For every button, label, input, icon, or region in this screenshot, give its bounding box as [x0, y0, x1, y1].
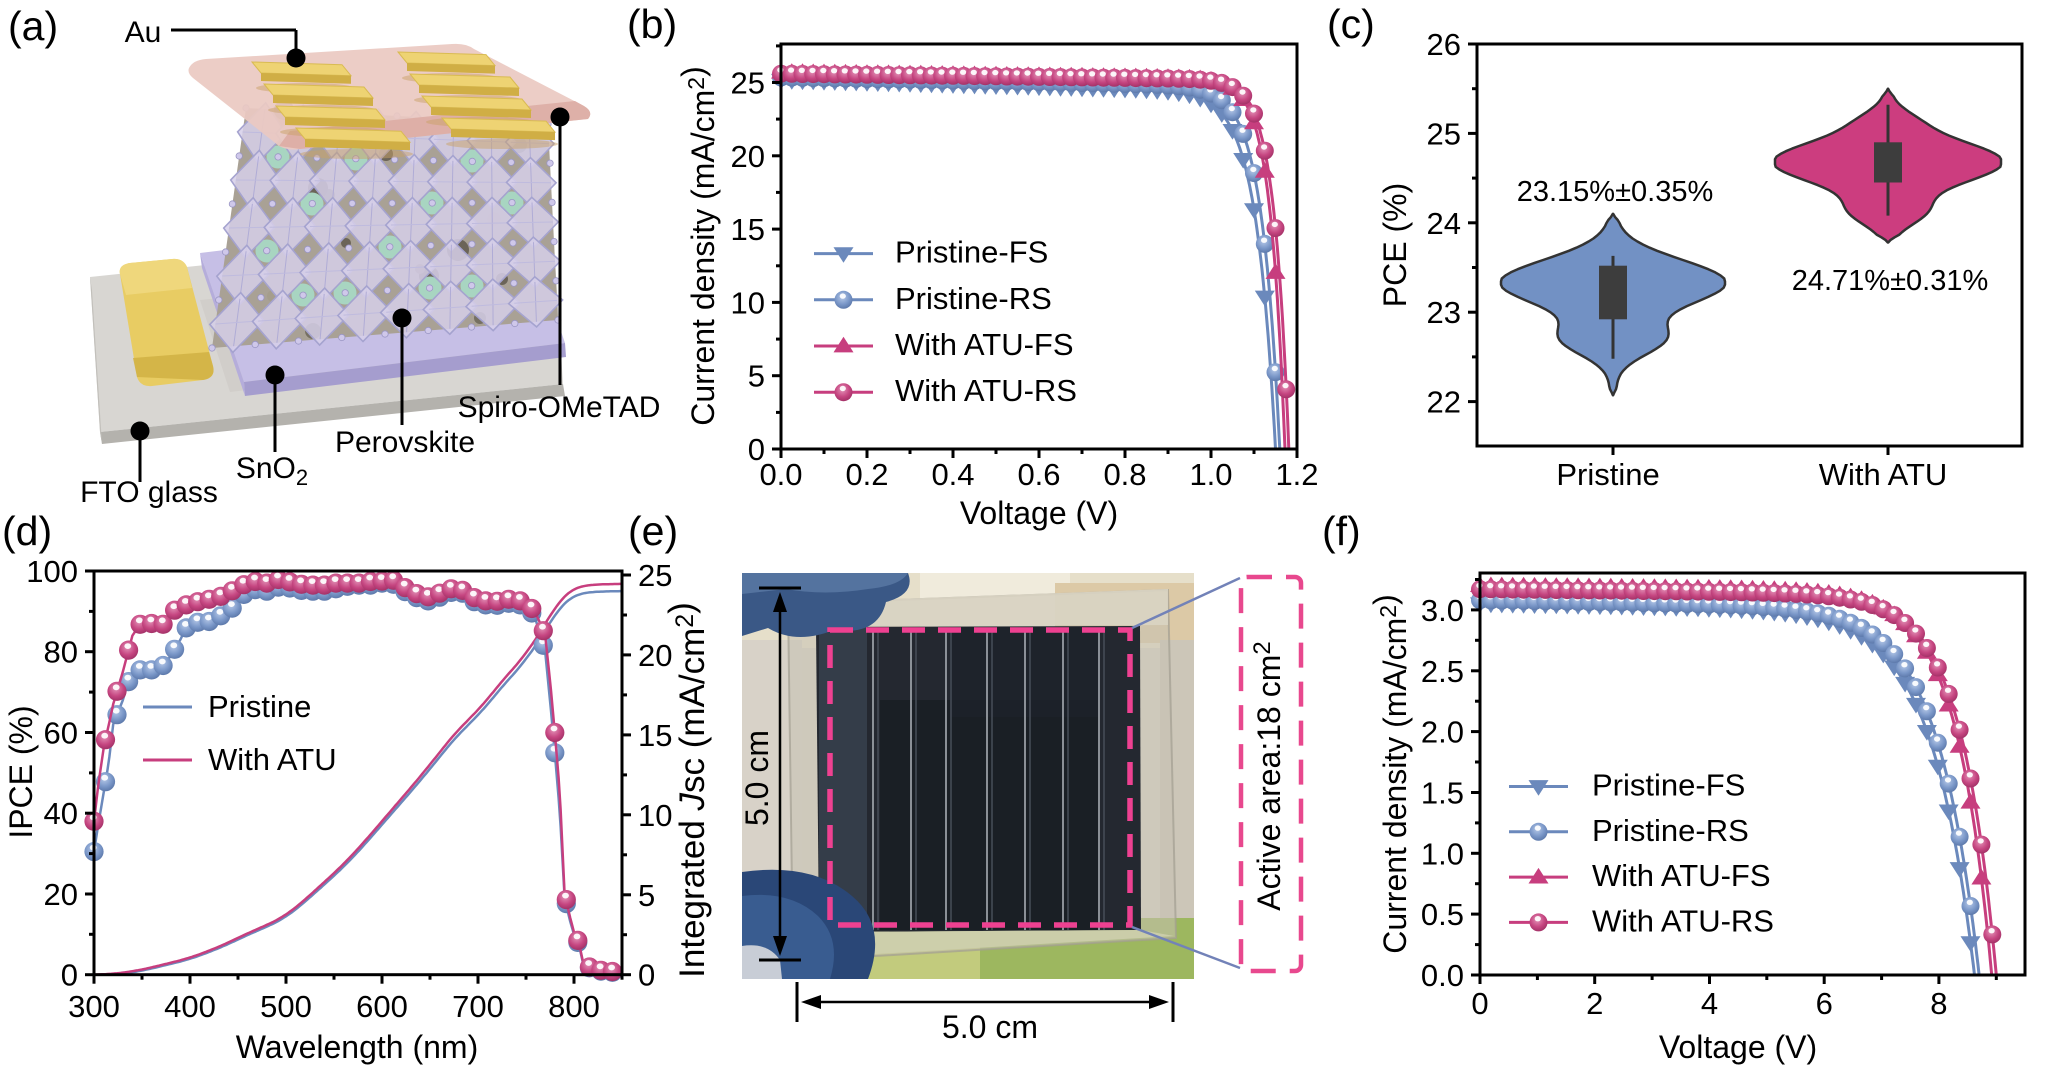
svg-text:300: 300: [68, 989, 120, 1024]
svg-text:0.5: 0.5: [1421, 897, 1464, 932]
svg-text:1.5: 1.5: [1421, 776, 1464, 811]
svg-text:(d): (d): [2, 508, 52, 554]
svg-text:0: 0: [1471, 986, 1488, 1021]
svg-text:0.2: 0.2: [845, 457, 888, 492]
svg-text:With ATU-FS: With ATU-FS: [895, 327, 1074, 362]
svg-text:Spiro-OMeTAD: Spiro-OMeTAD: [458, 391, 661, 424]
svg-text:0.0: 0.0: [759, 457, 802, 492]
svg-text:(c): (c): [1327, 1, 1375, 47]
svg-text:0: 0: [61, 958, 78, 993]
svg-text:(b): (b): [627, 1, 677, 47]
svg-text:0.4: 0.4: [931, 457, 974, 492]
svg-text:Au: Au: [125, 16, 162, 49]
svg-text:23.15%±0.35%: 23.15%±0.35%: [1517, 176, 1714, 208]
svg-text:100: 100: [26, 554, 78, 589]
svg-text:22: 22: [1427, 385, 1461, 420]
svg-text:25: 25: [638, 558, 672, 593]
svg-text:3.0: 3.0: [1421, 593, 1464, 628]
svg-text:600: 600: [356, 989, 408, 1024]
svg-text:Pristine-FS: Pristine-FS: [895, 235, 1048, 270]
svg-text:0.8: 0.8: [1103, 457, 1146, 492]
svg-text:Pristine-RS: Pristine-RS: [1592, 813, 1749, 848]
svg-text:400: 400: [164, 989, 216, 1024]
svg-text:15: 15: [638, 718, 672, 753]
svg-text:Pristine-FS: Pristine-FS: [1592, 768, 1745, 803]
svg-text:PCE (%): PCE (%): [1377, 183, 1413, 307]
svg-text:Voltage (V): Voltage (V): [1659, 1029, 1817, 1065]
svg-text:23: 23: [1427, 295, 1461, 330]
svg-text:15: 15: [731, 212, 765, 247]
svg-text:0: 0: [638, 958, 655, 993]
svg-text:With ATU-RS: With ATU-RS: [895, 373, 1077, 408]
svg-text:Pristine: Pristine: [1556, 457, 1659, 492]
svg-text:1.0: 1.0: [1421, 836, 1464, 871]
svg-text:1.0: 1.0: [1189, 457, 1232, 492]
svg-text:1.2: 1.2: [1275, 457, 1318, 492]
svg-text:40: 40: [44, 796, 78, 831]
svg-text:Voltage (V): Voltage (V): [960, 495, 1118, 531]
svg-text:20: 20: [638, 638, 672, 673]
svg-text:2: 2: [1586, 986, 1603, 1021]
svg-text:500: 500: [260, 989, 312, 1024]
svg-text:With ATU: With ATU: [208, 742, 337, 777]
svg-text:26: 26: [1427, 27, 1461, 62]
svg-text:5.0 cm: 5.0 cm: [739, 730, 775, 826]
svg-text:0.0: 0.0: [1421, 958, 1464, 993]
svg-text:With ATU: With ATU: [1819, 457, 1948, 492]
svg-text:60: 60: [44, 716, 78, 751]
svg-text:10: 10: [638, 798, 672, 833]
svg-text:8: 8: [1930, 986, 1947, 1021]
svg-text:700: 700: [452, 989, 504, 1024]
svg-text:6: 6: [1816, 986, 1833, 1021]
svg-text:5: 5: [638, 878, 655, 913]
svg-text:24.71%±0.31%: 24.71%±0.31%: [1792, 265, 1989, 297]
svg-text:24: 24: [1427, 206, 1461, 241]
svg-text:25: 25: [1427, 116, 1461, 151]
svg-text:Wavelength (nm): Wavelength (nm): [236, 1029, 478, 1065]
svg-text:With ATU-FS: With ATU-FS: [1592, 858, 1771, 893]
svg-text:(e): (e): [628, 508, 678, 554]
svg-text:0: 0: [748, 432, 765, 467]
svg-text:Perovskite: Perovskite: [335, 426, 475, 459]
svg-text:20: 20: [731, 139, 765, 174]
svg-text:800: 800: [548, 989, 600, 1024]
svg-text:25: 25: [731, 66, 765, 101]
svg-text:Active area:18 cm2: Active area:18 cm2: [1249, 641, 1287, 910]
svg-text:4: 4: [1701, 986, 1718, 1021]
svg-text:2.5: 2.5: [1421, 654, 1464, 689]
svg-text:20: 20: [44, 877, 78, 912]
svg-text:Pristine-RS: Pristine-RS: [895, 281, 1052, 316]
svg-text:FTO glass: FTO glass: [80, 476, 218, 509]
svg-text:5.0 cm: 5.0 cm: [942, 1009, 1038, 1045]
svg-text:With ATU-RS: With ATU-RS: [1592, 903, 1774, 938]
svg-text:2.0: 2.0: [1421, 715, 1464, 750]
svg-text:IPCE (%): IPCE (%): [3, 705, 39, 838]
svg-text:(a): (a): [8, 3, 58, 49]
svg-text:Pristine: Pristine: [208, 689, 311, 724]
svg-text:80: 80: [44, 635, 78, 670]
svg-text:10: 10: [731, 285, 765, 320]
svg-text:(f): (f): [1322, 508, 1361, 554]
svg-text:5: 5: [748, 359, 765, 394]
svg-text:0.6: 0.6: [1017, 457, 1060, 492]
